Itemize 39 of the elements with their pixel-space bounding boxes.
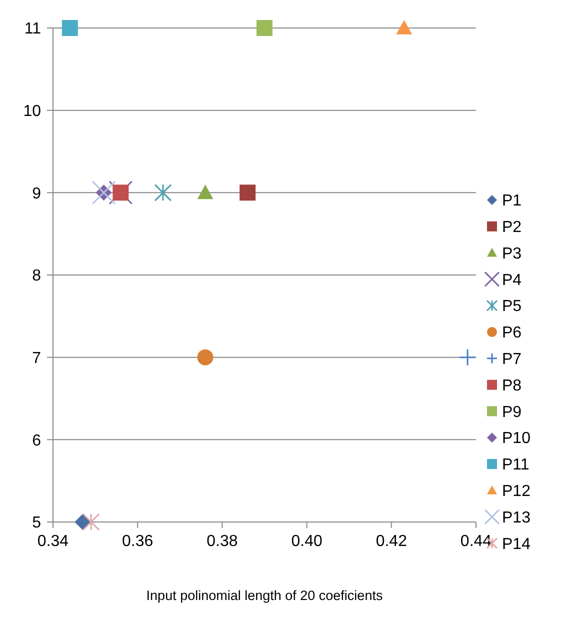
y-tick-label: 8	[32, 268, 42, 285]
x-tick-label: 0.44	[460, 533, 492, 550]
point	[62, 20, 78, 36]
legend-label: P12	[502, 483, 531, 500]
legend-label: P11	[502, 456, 530, 474]
legend-label: P3	[502, 245, 522, 262]
point	[112, 184, 129, 201]
legend-label: P4	[502, 272, 522, 289]
legend-label: P1	[502, 192, 522, 210]
legend-label: P2	[502, 219, 522, 236]
legend-label: P7	[502, 351, 522, 368]
y-tick-label: 10	[23, 102, 42, 120]
legend-label: P8	[502, 377, 522, 394]
x-axis-title: Input polinomial length of 20 coeficients	[146, 588, 383, 603]
y-tick-label: 11	[24, 20, 42, 38]
point	[197, 349, 214, 366]
x-tick-label: 0.36	[122, 533, 154, 550]
point	[240, 184, 256, 201]
legend-label: P13	[502, 509, 531, 526]
y-tick-label: 6	[32, 432, 42, 450]
x-tick-label: 0.42	[376, 533, 408, 550]
y-tick-label: 5	[32, 514, 42, 532]
point	[74, 514, 91, 530]
point	[154, 184, 172, 202]
point	[197, 184, 214, 200]
legend-label: P10	[502, 430, 531, 448]
point	[396, 20, 412, 34]
legend-label: P14	[502, 536, 531, 553]
legend-label: P9	[502, 404, 522, 421]
point	[82, 513, 100, 531]
point	[458, 348, 476, 366]
x-tick-label: 0.34	[37, 533, 69, 550]
x-tick-label: 0.38	[206, 533, 238, 550]
y-tick-label: 9	[32, 185, 42, 202]
legend-label: P6	[502, 324, 522, 342]
y-tick-label: 7	[32, 350, 42, 367]
x-tick-label: 0.40	[291, 533, 322, 550]
legend-label: P5	[502, 298, 522, 316]
point	[256, 20, 272, 36]
